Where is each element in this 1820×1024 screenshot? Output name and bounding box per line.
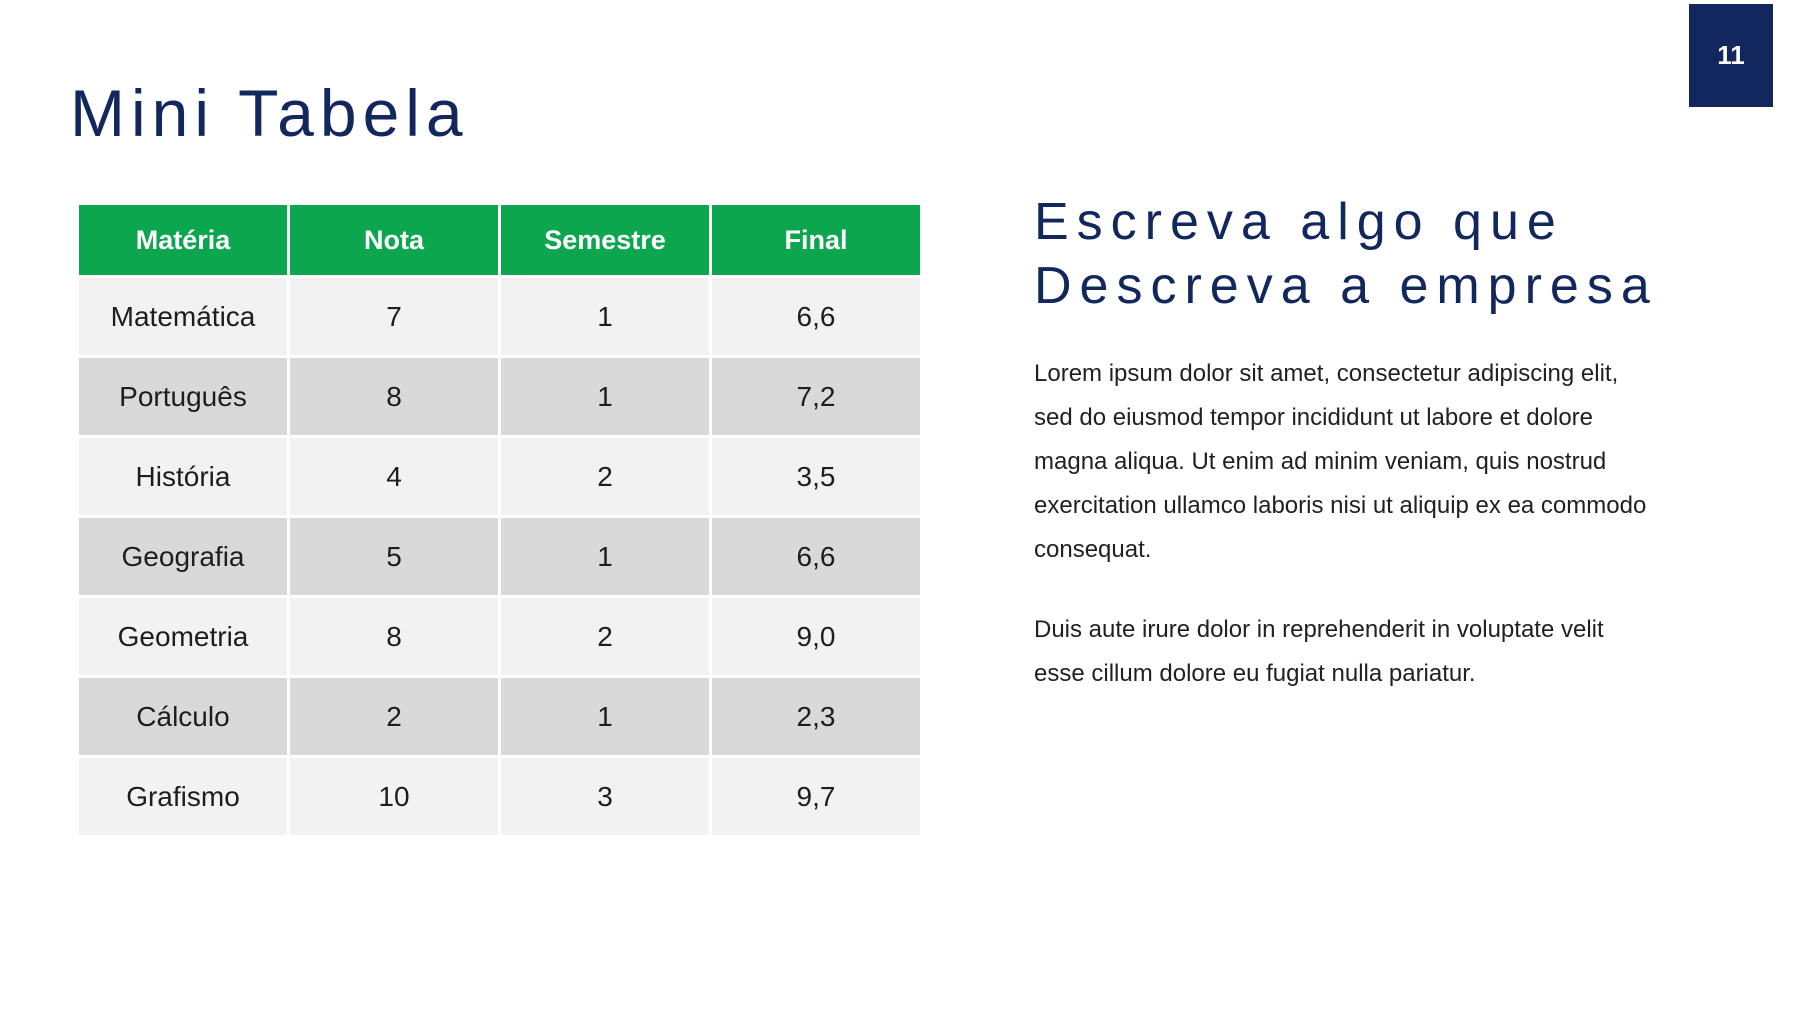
page-number-badge: 11 xyxy=(1689,4,1773,107)
column-header-materia: Matéria xyxy=(79,205,287,275)
grades-table: Matéria Nota Semestre Final Matemática 7… xyxy=(76,202,923,838)
column-header-final: Final xyxy=(712,205,920,275)
table-cell: 5 xyxy=(290,518,498,595)
table-cell: 6,6 xyxy=(712,518,920,595)
body-paragraph: Lorem ipsum dolor sit amet, consectetur … xyxy=(1034,360,1647,563)
table-cell: 2 xyxy=(501,438,709,515)
table-cell: 3 xyxy=(501,758,709,835)
table-row: Português 8 1 7,2 xyxy=(79,358,920,435)
table-header-row: Matéria Nota Semestre Final xyxy=(79,205,920,275)
table-cell: 4 xyxy=(290,438,498,515)
table-row: História 4 2 3,5 xyxy=(79,438,920,515)
table-cell: 1 xyxy=(501,358,709,435)
table-cell: Geografia xyxy=(79,518,287,595)
table-cell: 9,0 xyxy=(712,598,920,675)
body-paragraph: Duis aute irure dolor in reprehenderit i… xyxy=(1034,616,1604,687)
page-number: 11 xyxy=(1717,40,1745,70)
table-cell: 8 xyxy=(290,598,498,675)
table-cell: 1 xyxy=(501,518,709,595)
right-column: Escreva algo que Descreva a empresa Lore… xyxy=(1034,190,1694,696)
table-cell: 7 xyxy=(290,278,498,355)
table-row: Geografia 5 1 6,6 xyxy=(79,518,920,595)
table-cell: 2 xyxy=(290,678,498,755)
table-cell: 2,3 xyxy=(712,678,920,755)
table-cell: 2 xyxy=(501,598,709,675)
table-cell: Português xyxy=(79,358,287,435)
table-cell: 10 xyxy=(290,758,498,835)
table-cell: História xyxy=(79,438,287,515)
column-header-semestre: Semestre xyxy=(501,205,709,275)
table-cell: 8 xyxy=(290,358,498,435)
table-cell: Matemática xyxy=(79,278,287,355)
table-cell: 1 xyxy=(501,678,709,755)
table-row: Matemática 7 1 6,6 xyxy=(79,278,920,355)
section-heading: Escreva algo que Descreva a empresa xyxy=(1034,193,1658,315)
table-cell: 3,5 xyxy=(712,438,920,515)
table-row: Cálculo 2 1 2,3 xyxy=(79,678,920,755)
table-cell: Geometria xyxy=(79,598,287,675)
table-cell: 1 xyxy=(501,278,709,355)
table-cell: Grafismo xyxy=(79,758,287,835)
slide-title: Mini Tabela xyxy=(70,76,469,150)
table-row: Grafismo 10 3 9,7 xyxy=(79,758,920,835)
table-row: Geometria 8 2 9,0 xyxy=(79,598,920,675)
table-cell: 9,7 xyxy=(712,758,920,835)
table-cell: 7,2 xyxy=(712,358,920,435)
table-cell: Cálculo xyxy=(79,678,287,755)
table-cell: 6,6 xyxy=(712,278,920,355)
column-header-nota: Nota xyxy=(290,205,498,275)
